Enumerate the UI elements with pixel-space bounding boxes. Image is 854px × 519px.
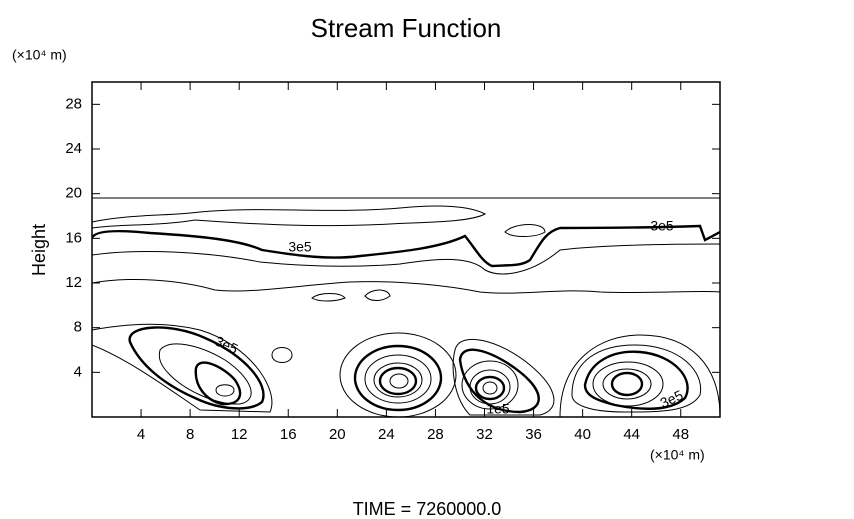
y-tick-label: 12 bbox=[65, 274, 82, 291]
y-tick-label: 28 bbox=[65, 95, 82, 112]
x-unit: (×10⁴ m) bbox=[650, 447, 705, 463]
footer: TIME = 7260000.0 bbox=[353, 499, 502, 519]
y-tick-label: 24 bbox=[65, 140, 82, 157]
y-tick-label: 20 bbox=[65, 185, 82, 202]
x-tick-label: 36 bbox=[525, 426, 542, 443]
contour-label: 3e5 bbox=[650, 218, 674, 234]
x-tick-label: 8 bbox=[186, 426, 194, 443]
plot-frame bbox=[91, 81, 721, 418]
x-tick-label: 24 bbox=[378, 426, 395, 443]
y-axis-label: Height bbox=[29, 224, 49, 276]
chart-title: Stream Function bbox=[311, 13, 502, 43]
contour-label: 3e5 bbox=[213, 333, 241, 357]
x-tick-label: 16 bbox=[280, 426, 297, 443]
y-tick-label: 4 bbox=[74, 363, 82, 380]
y-tick-label: 8 bbox=[74, 319, 82, 336]
x-tick-label: 20 bbox=[329, 426, 346, 443]
x-tick-label: 48 bbox=[672, 426, 689, 443]
x-tick-label: 4 bbox=[137, 426, 145, 443]
contours bbox=[92, 197, 720, 417]
y-tick-label: 16 bbox=[65, 229, 82, 246]
x-tick-label: 12 bbox=[231, 426, 248, 443]
x-tick-label: 40 bbox=[574, 426, 591, 443]
contour-label: 1e5 bbox=[486, 401, 510, 417]
x-tick-label: 32 bbox=[476, 426, 493, 443]
x-tick-label: 44 bbox=[623, 426, 640, 443]
contour-label: 3e5 bbox=[288, 239, 312, 255]
y-unit: (×10⁴ m) bbox=[12, 47, 67, 63]
x-tick-label: 28 bbox=[427, 426, 444, 443]
